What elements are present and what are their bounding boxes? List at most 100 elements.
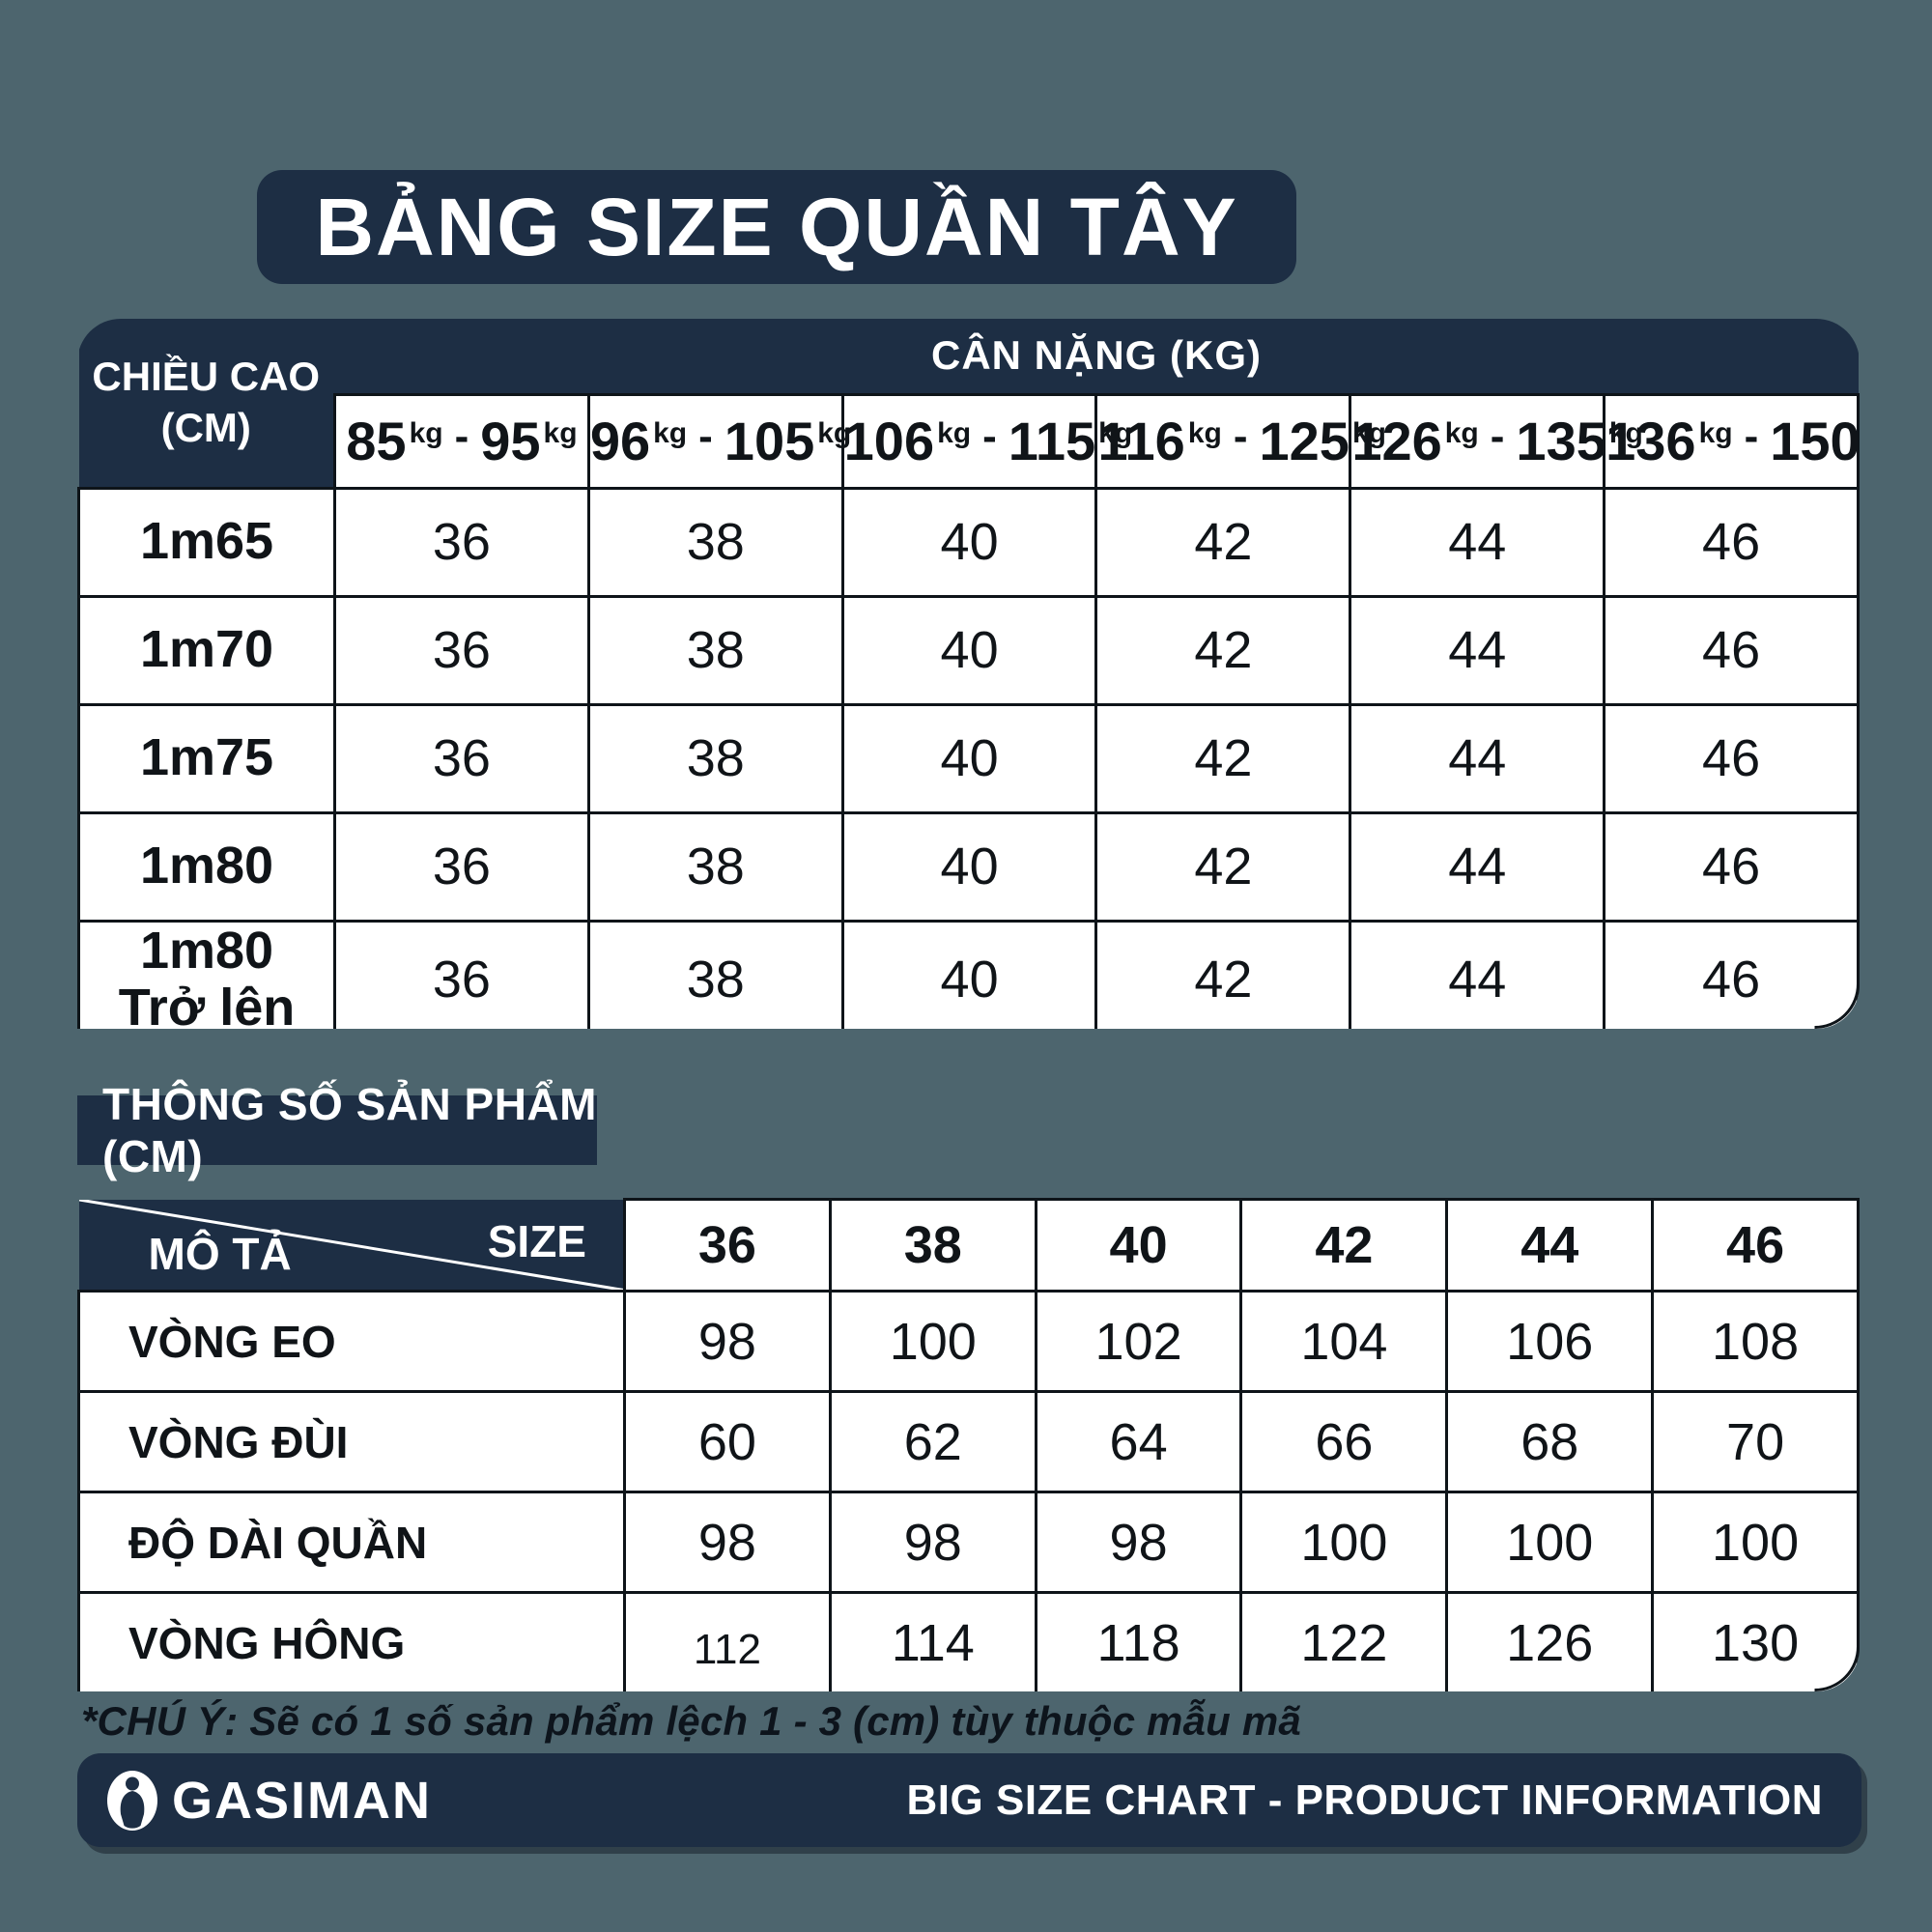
- diagonal-corner-cell: SIZE MÔ TẢ: [78, 1199, 625, 1292]
- spec-value-cell: 98: [623, 1491, 832, 1594]
- size-chart-table: CHIỀU CAO (CM) CÂN NẶNG (KG) 85 kg -95 kg 96…: [77, 319, 1860, 1029]
- spec-section-title: THÔNG SỐ SẢN PHẨM (CM): [102, 1079, 597, 1181]
- height-header-line2: (CM): [160, 404, 251, 450]
- spec-value-cell: 70: [1651, 1390, 1860, 1493]
- weight-range-cell: 116 kg -125 kg: [1094, 392, 1386, 490]
- size-value-cell: 38: [586, 919, 844, 1029]
- size-table-body: CHIỀU CAO (CM) CÂN NẶNG (KG) 85 kg -95 kg 96…: [77, 319, 1860, 1029]
- spec-value-cell: 114: [828, 1591, 1037, 1691]
- spec-label-cell: VÒNG EO: [77, 1290, 626, 1393]
- spec-value-cell: 104: [1239, 1290, 1449, 1393]
- height-label-cell: 1m70: [77, 594, 336, 706]
- size-value-cell: 40: [840, 919, 1098, 1029]
- size-value-cell: 40: [840, 594, 1098, 706]
- size-value-cell: 44: [1349, 486, 1606, 598]
- size-value-cell: 46: [1603, 594, 1860, 706]
- size-value-cell: 42: [1094, 810, 1352, 923]
- size-value-cell: 44: [1349, 594, 1606, 706]
- brand-name: GASIMAN: [172, 1771, 432, 1830]
- title-banner: BẢNG SIZE QUẦN TÂY: [257, 170, 1296, 284]
- size-value-cell: 36: [333, 702, 590, 814]
- size-value-cell: 36: [333, 594, 590, 706]
- size-value-cell: 42: [1094, 486, 1352, 598]
- note-text: *CHÚ Ý: Sẽ có 1 số sản phẩm lệch 1 - 3 (…: [81, 1698, 1301, 1744]
- size-table-row: 1m80 36 38 40 42 44 46: [77, 810, 1860, 923]
- size-value-cell: 38: [586, 810, 844, 923]
- spec-size-header-cell: 44: [1445, 1198, 1655, 1293]
- spec-label-cell: ĐỘ DÀI QUẦN: [77, 1491, 626, 1594]
- spec-size-header-cell: 42: [1239, 1198, 1449, 1293]
- spec-value-cell: 100: [1445, 1491, 1655, 1594]
- spec-size-header-cell: 46: [1651, 1198, 1860, 1293]
- size-value-cell: 46: [1603, 486, 1860, 598]
- footer-bar: GASIMAN BIG SIZE CHART - PRODUCT INFORMA…: [77, 1753, 1861, 1847]
- spec-section-badge: THÔNG SỐ SẢN PHẨM (CM): [77, 1079, 597, 1181]
- height-header-line1: CHIỀU CAO: [92, 354, 321, 400]
- spec-table-body: SIZE MÔ TẢ 36 38 40 42 44 46 VÒNG EO 98 100 102 1…: [77, 1198, 1860, 1691]
- weight-range-cell: 85 kg -95 kg: [333, 392, 590, 490]
- footer-label: BIG SIZE CHART - PRODUCT INFORMATION: [906, 1776, 1823, 1824]
- spec-value-cell: 112: [623, 1591, 832, 1691]
- size-value-cell: 40: [840, 702, 1098, 814]
- size-table-row: 1m80 Trở lên 36 38 40 42 44 46: [77, 919, 1860, 1029]
- brand: GASIMAN: [106, 1770, 432, 1832]
- size-value-cell: 36: [333, 810, 590, 923]
- size-table-row: 1m65 36 38 40 42 44 46: [77, 486, 1860, 598]
- spec-value-cell: 100: [1651, 1491, 1860, 1594]
- height-label-cell: 1m80 Trở lên: [77, 919, 336, 1029]
- diagonal-line: [79, 1200, 624, 1291]
- spec-table-row: ĐỘ DÀI QUẦN 98 98 98 100 100 100: [77, 1491, 1860, 1594]
- size-value-cell: 42: [1094, 702, 1352, 814]
- height-label-cell: 1m75: [77, 702, 336, 814]
- spec-size-header-cell: 38: [828, 1198, 1037, 1293]
- spec-label-cell: VÒNG HÔNG: [77, 1591, 626, 1691]
- spec-value-cell: 118: [1034, 1591, 1243, 1691]
- weight-header: CÂN NẶNG (KG): [334, 319, 1859, 394]
- size-table-row: 1m75 36 38 40 42 44 46: [77, 702, 1860, 814]
- size-value-cell: 38: [586, 702, 844, 814]
- person-oval-logo-icon: [107, 1770, 157, 1831]
- spec-size-header-cell: 36: [623, 1198, 832, 1293]
- spec-value-cell: 100: [828, 1290, 1037, 1393]
- weight-header-row: 85 kg -95 kg 96 kg -105 kg 106 kg -115 kg 116 kg -125 k…: [79, 392, 1860, 490]
- size-value-cell: 40: [840, 810, 1098, 923]
- spec-value-cell: 98: [623, 1290, 832, 1393]
- spec-value-cell: 98: [828, 1491, 1037, 1594]
- description-corner-label: MÔ TẢ: [148, 1229, 292, 1279]
- spec-table-row: VÒNG ĐÙI 60 62 64 66 68 70: [77, 1390, 1860, 1493]
- weight-range-cell: 106 kg -115 kg: [840, 392, 1132, 490]
- spec-size-header-cell: 40: [1034, 1198, 1243, 1293]
- size-value-cell: 42: [1094, 594, 1352, 706]
- spec-value-cell: 98: [1034, 1491, 1243, 1594]
- size-value-cell: 44: [1349, 702, 1606, 814]
- size-value-cell: 36: [333, 486, 590, 598]
- size-value-cell: 44: [1349, 919, 1606, 1029]
- spec-value-cell: 66: [1239, 1390, 1449, 1493]
- height-label-cell: 1m65: [77, 486, 336, 598]
- spec-value-cell: 102: [1034, 1290, 1243, 1393]
- spec-label-cell: VÒNG ĐÙI: [77, 1390, 626, 1493]
- size-value-cell: 46: [1603, 919, 1860, 1029]
- height-column-header: CHIỀU CAO (CM): [78, 319, 335, 488]
- page-title: BẢNG SIZE QUẦN TÂY: [315, 181, 1238, 272]
- spec-table: SIZE MÔ TẢ 36 38 40 42 44 46 VÒNG EO 98 100 102 1…: [77, 1198, 1860, 1691]
- size-value-cell: 46: [1603, 702, 1860, 814]
- size-table-row: 1m70 36 38 40 42 44 46: [77, 594, 1860, 706]
- spec-value-cell: 122: [1239, 1591, 1449, 1691]
- spec-table-row: VÒNG HÔNG 112 114 118 122 126 130: [77, 1591, 1860, 1691]
- weight-range-cell: 96 kg -105 kg: [586, 392, 851, 490]
- spec-table-row: VÒNG EO 98 100 102 104 106 108: [77, 1290, 1860, 1393]
- spec-value-cell: 100: [1239, 1491, 1449, 1594]
- size-value-cell: 36: [333, 919, 590, 1029]
- size-value-cell: 46: [1603, 810, 1860, 923]
- size-value-cell: 44: [1349, 810, 1606, 923]
- spec-value-cell: 64: [1034, 1390, 1243, 1493]
- size-value-cell: 38: [586, 594, 844, 706]
- size-value-cell: 38: [586, 486, 844, 598]
- spec-value-cell: 106: [1445, 1290, 1655, 1393]
- spec-value-cell: 60: [623, 1390, 832, 1493]
- spec-value-cell: 68: [1445, 1390, 1655, 1493]
- spec-value-cell: 126: [1445, 1591, 1655, 1691]
